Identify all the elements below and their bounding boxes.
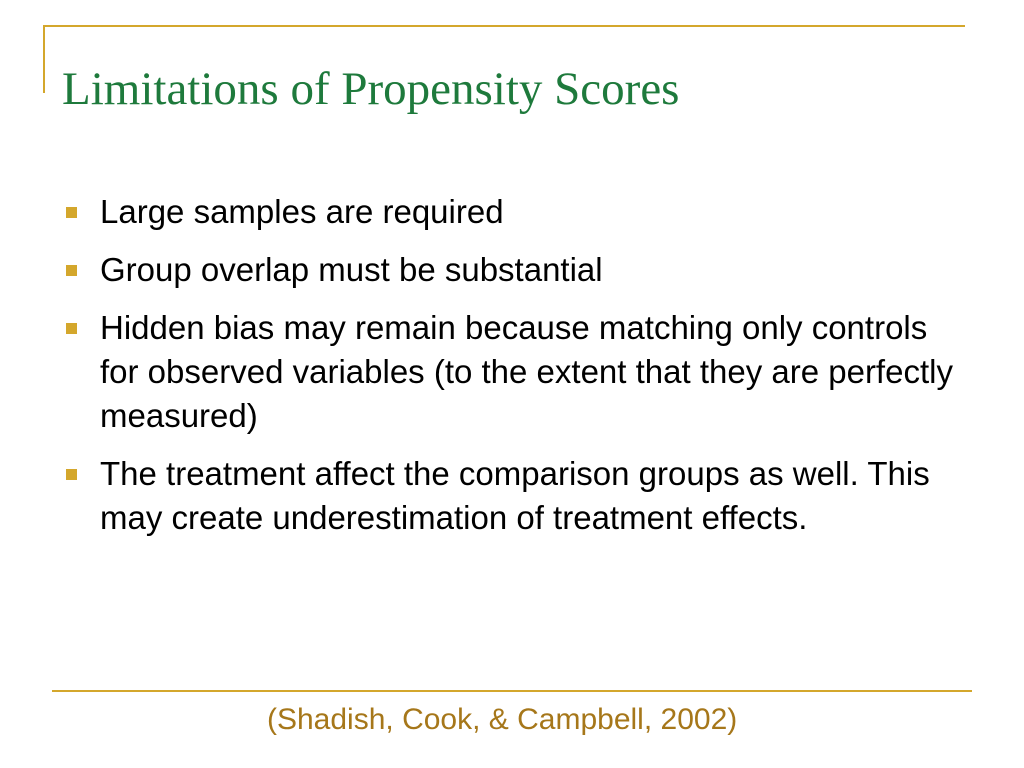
- bottom-accent-rule: [52, 690, 972, 692]
- citation: (Shadish, Cook, & Campbell, 2002): [267, 703, 738, 736]
- bullet-item: The treatment affect the comparison grou…: [62, 452, 962, 540]
- bullet-item: Group overlap must be substantial: [62, 248, 962, 292]
- bullet-text: Hidden bias may remain because matching …: [100, 309, 953, 434]
- left-accent-rule: [43, 25, 45, 93]
- square-bullet-icon: [66, 469, 77, 480]
- bullet-text: Large samples are required: [100, 193, 504, 230]
- slide-title: Limitations of Propensity Scores: [62, 63, 680, 115]
- square-bullet-icon: [66, 207, 77, 218]
- bullet-text: The treatment affect the comparison grou…: [100, 455, 930, 536]
- bullet-item: Large samples are required: [62, 190, 962, 234]
- top-accent-rule: [43, 25, 965, 27]
- bullet-text: Group overlap must be substantial: [100, 251, 603, 288]
- square-bullet-icon: [66, 265, 77, 276]
- square-bullet-icon: [66, 323, 77, 334]
- bullet-item: Hidden bias may remain because matching …: [62, 306, 962, 438]
- bullet-list: Large samples are required Group overlap…: [62, 190, 962, 554]
